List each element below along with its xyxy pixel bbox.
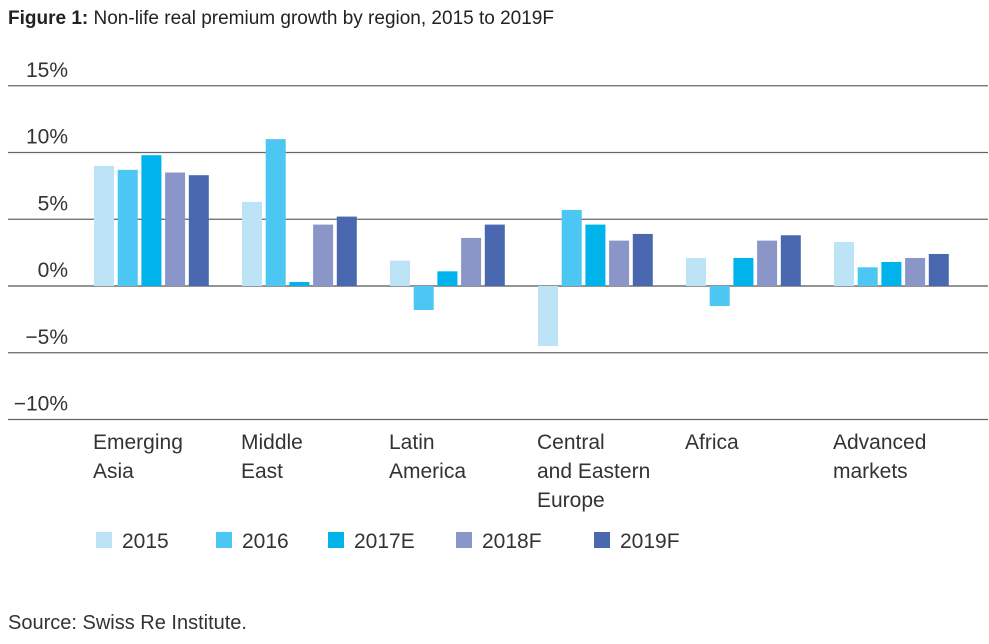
bar-2015-4 <box>686 257 706 286</box>
category-label: Middle <box>241 431 303 454</box>
bar-2016-2 <box>413 286 434 311</box>
y-tick-label: 10% <box>26 126 68 149</box>
category-label: America <box>389 460 466 483</box>
figure-number: Figure 1: <box>8 8 89 29</box>
category-label: Europe <box>537 489 605 512</box>
bar-2016-1 <box>265 139 286 286</box>
category-label: Latin <box>389 431 435 454</box>
category-label: Africa <box>685 431 739 454</box>
bar-2016-4 <box>709 286 730 307</box>
y-tick-label: 5% <box>38 192 68 215</box>
bar-2016-0 <box>117 169 138 286</box>
category-label: and Eastern <box>537 460 650 483</box>
bar-2018F-4 <box>757 240 778 286</box>
bar-2017E-0 <box>141 155 162 286</box>
bar-2018F-2 <box>461 237 482 286</box>
bar-2018F-1 <box>313 224 334 286</box>
legend-label: 2015 <box>122 530 169 553</box>
category-label: Advanced <box>833 431 926 454</box>
title-text: Non-life real premium growth by region, … <box>93 8 554 29</box>
bar-2018F-3 <box>609 240 630 286</box>
y-tick-label: −5% <box>25 326 68 349</box>
bar-2018F-0 <box>165 172 186 286</box>
y-tick-label: 15% <box>26 59 68 82</box>
bar-2019F-0 <box>188 175 209 286</box>
legend-swatch-2016 <box>216 532 232 548</box>
bar-2018F-5 <box>905 257 926 286</box>
bar-2017E-3 <box>585 224 606 286</box>
legend-label: 2017E <box>354 530 415 553</box>
bar-2019F-1 <box>336 216 357 286</box>
bar-2016-5 <box>857 267 878 286</box>
bar-2017E-4 <box>733 257 754 286</box>
legend-label: 2018F <box>482 530 542 553</box>
category-label: Central <box>537 431 605 454</box>
bar-2017E-5 <box>881 261 902 286</box>
legend-label: 2016 <box>242 530 289 553</box>
bar-2015-5 <box>834 241 854 286</box>
bar-2019F-5 <box>928 253 949 286</box>
bar-2015-0 <box>94 165 114 286</box>
category-label: Asia <box>93 460 134 483</box>
bar-2019F-4 <box>780 235 801 286</box>
y-tick-label: −10% <box>14 393 68 416</box>
legend-label: 2019F <box>620 530 680 553</box>
category-label: East <box>241 460 283 483</box>
category-label: markets <box>833 460 908 483</box>
y-tick-label: 0% <box>38 259 68 282</box>
bar-2019F-2 <box>484 224 505 286</box>
bar-2019F-3 <box>632 233 653 286</box>
source-note: Source: Swiss Re Institute. <box>8 612 247 634</box>
legend-swatch-2015 <box>96 532 112 548</box>
bar-2016-3 <box>561 209 582 286</box>
bar-2015-2 <box>390 260 410 286</box>
bar-2017E-2 <box>437 271 458 286</box>
legend-swatch-2019F <box>594 532 610 548</box>
bar-2017E-1 <box>289 281 310 286</box>
legend-swatch-2017E <box>328 532 344 548</box>
category-label: Emerging <box>93 431 183 454</box>
legend-swatch-2018F <box>456 532 472 548</box>
bar-2015-3 <box>538 286 558 347</box>
bar-2015-1 <box>242 201 262 286</box>
chart-title: Figure 1: Non-life real premium growth b… <box>8 8 554 30</box>
